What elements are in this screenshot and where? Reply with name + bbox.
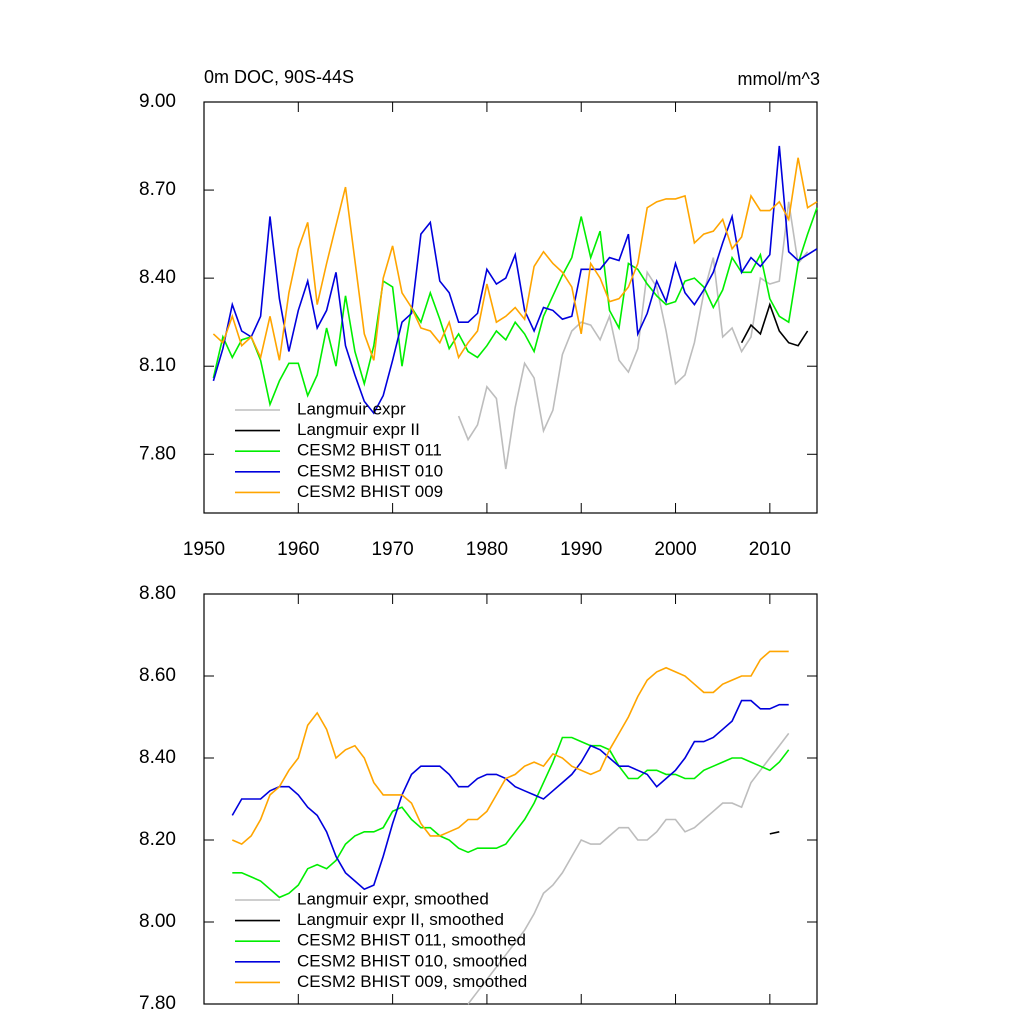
y-tick-label: 8.60 [139, 665, 176, 686]
units-label: mmol/m^3 [738, 69, 820, 89]
legend-label: CESM2 BHIST 011 [297, 441, 442, 460]
x-tick-label: 1950 [183, 539, 225, 560]
y-tick-label: 7.80 [139, 443, 176, 464]
series-line [467, 732, 790, 1005]
x-tick-label: 1990 [560, 539, 602, 560]
series-line [231, 650, 789, 846]
y-tick-label: 8.20 [139, 829, 176, 850]
series-line [212, 145, 818, 415]
series-line [740, 302, 809, 347]
x-tick-label: 1960 [277, 539, 319, 560]
series-line [212, 207, 818, 408]
legend-label: Langmuir expr, smoothed [297, 889, 489, 908]
series-line [769, 831, 780, 835]
y-tick-label: 8.80 [139, 583, 176, 604]
y-tick-label: 8.40 [139, 267, 176, 288]
x-tick-label: 1980 [466, 539, 508, 560]
chart-title: 0m DOC, 90S-44S [204, 67, 354, 87]
legend-label: Langmuir expr [297, 399, 406, 418]
x-tick-label: 1970 [371, 539, 413, 560]
legend-label: Langmuir expr II [297, 420, 420, 439]
x-tick-label: 2000 [654, 539, 696, 560]
legend-label: CESM2 BHIST 010, smoothed [297, 951, 527, 970]
series-line [457, 201, 809, 470]
legend-label: CESM2 BHIST 010 [297, 461, 443, 480]
y-tick-label: 8.40 [139, 747, 176, 768]
y-tick-label: 8.10 [139, 355, 176, 376]
y-tick-label: 8.00 [139, 911, 176, 932]
series-line [212, 157, 818, 361]
y-tick-label: 7.80 [139, 993, 176, 1014]
x-tick-label: 2010 [749, 539, 791, 560]
series-line [231, 699, 789, 891]
y-tick-label: 8.70 [139, 179, 176, 200]
legend-label: CESM2 BHIST 011, smoothed [297, 931, 526, 950]
plot-frame [203, 101, 818, 514]
legend-label: Langmuir expr II, smoothed [297, 910, 504, 929]
plot-frame [203, 593, 818, 1005]
series-line [232, 736, 790, 899]
y-tick-label: 9.00 [139, 91, 176, 112]
legend-label: CESM2 BHIST 009, smoothed [297, 972, 527, 991]
legend-label: CESM2 BHIST 009 [297, 482, 443, 501]
